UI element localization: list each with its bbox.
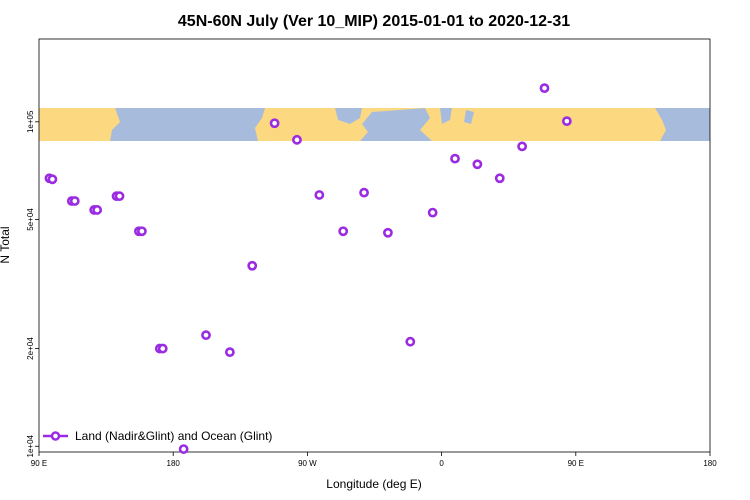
data-point [427, 207, 438, 218]
data-point [269, 118, 280, 129]
data-point [472, 159, 483, 170]
x-axis: 90 E 180 90 W 0 90 E 180 [31, 452, 717, 468]
legend-label: Land (Nadir&Glint) and Ocean (Glint) [75, 429, 272, 443]
data-point [136, 226, 147, 237]
data-point [383, 227, 393, 238]
data-series [44, 83, 572, 454]
data-point [114, 191, 125, 202]
y-tick-label: 1e+05 [26, 110, 35, 133]
data-point [314, 190, 325, 200]
map-ocean-north-sea [440, 108, 452, 124]
x-tick-label: 90 E [568, 459, 584, 468]
map-ocean-baltic [464, 110, 474, 124]
legend-marker [50, 431, 61, 441]
data-point [338, 226, 349, 237]
map-ocean-atlantic [360, 108, 432, 141]
y-tick-label: 1e+04 [26, 434, 35, 457]
y-tick-label: 2e+04 [26, 337, 35, 360]
chart-title: 45N-60N July (Ver 10_MIP) 2015-01-01 to … [178, 13, 570, 30]
data-point [201, 330, 211, 341]
x-tick-label: 0 [439, 459, 444, 468]
legend: Land (Nadir&Glint) and Ocean (Glint) [43, 429, 272, 443]
y-tick-label: 5e+04 [26, 208, 35, 231]
map-ocean-hudson [335, 108, 362, 124]
data-point [69, 196, 80, 206]
x-tick-label: 90 E [31, 459, 47, 468]
plot-frame [38, 38, 711, 453]
x-tick-label: 180 [703, 459, 717, 468]
map-ocean-pacific-east [655, 108, 710, 141]
map-band [39, 108, 710, 141]
data-point [292, 134, 302, 145]
data-point [405, 336, 416, 347]
data-point [517, 141, 528, 152]
y-axis: 1e+04 2e+04 5e+04 1e+05 [26, 110, 39, 457]
map-ocean-pacific [110, 108, 265, 141]
data-point [359, 187, 369, 198]
data-point [450, 153, 460, 164]
data-point [539, 83, 550, 94]
x-tick-label: 180 [167, 459, 181, 468]
map-ocean-okhotsk [670, 110, 684, 126]
data-point [561, 116, 572, 127]
data-point [224, 347, 235, 358]
data-point [157, 343, 168, 354]
x-tick-label: 90 W [298, 459, 317, 468]
data-point [178, 444, 189, 454]
data-point [92, 205, 103, 215]
x-axis-label: Longitude (deg E) [326, 477, 421, 491]
data-point [47, 174, 58, 185]
data-point [247, 260, 258, 271]
y-axis-label: N Total [0, 226, 12, 263]
data-point [494, 173, 505, 184]
